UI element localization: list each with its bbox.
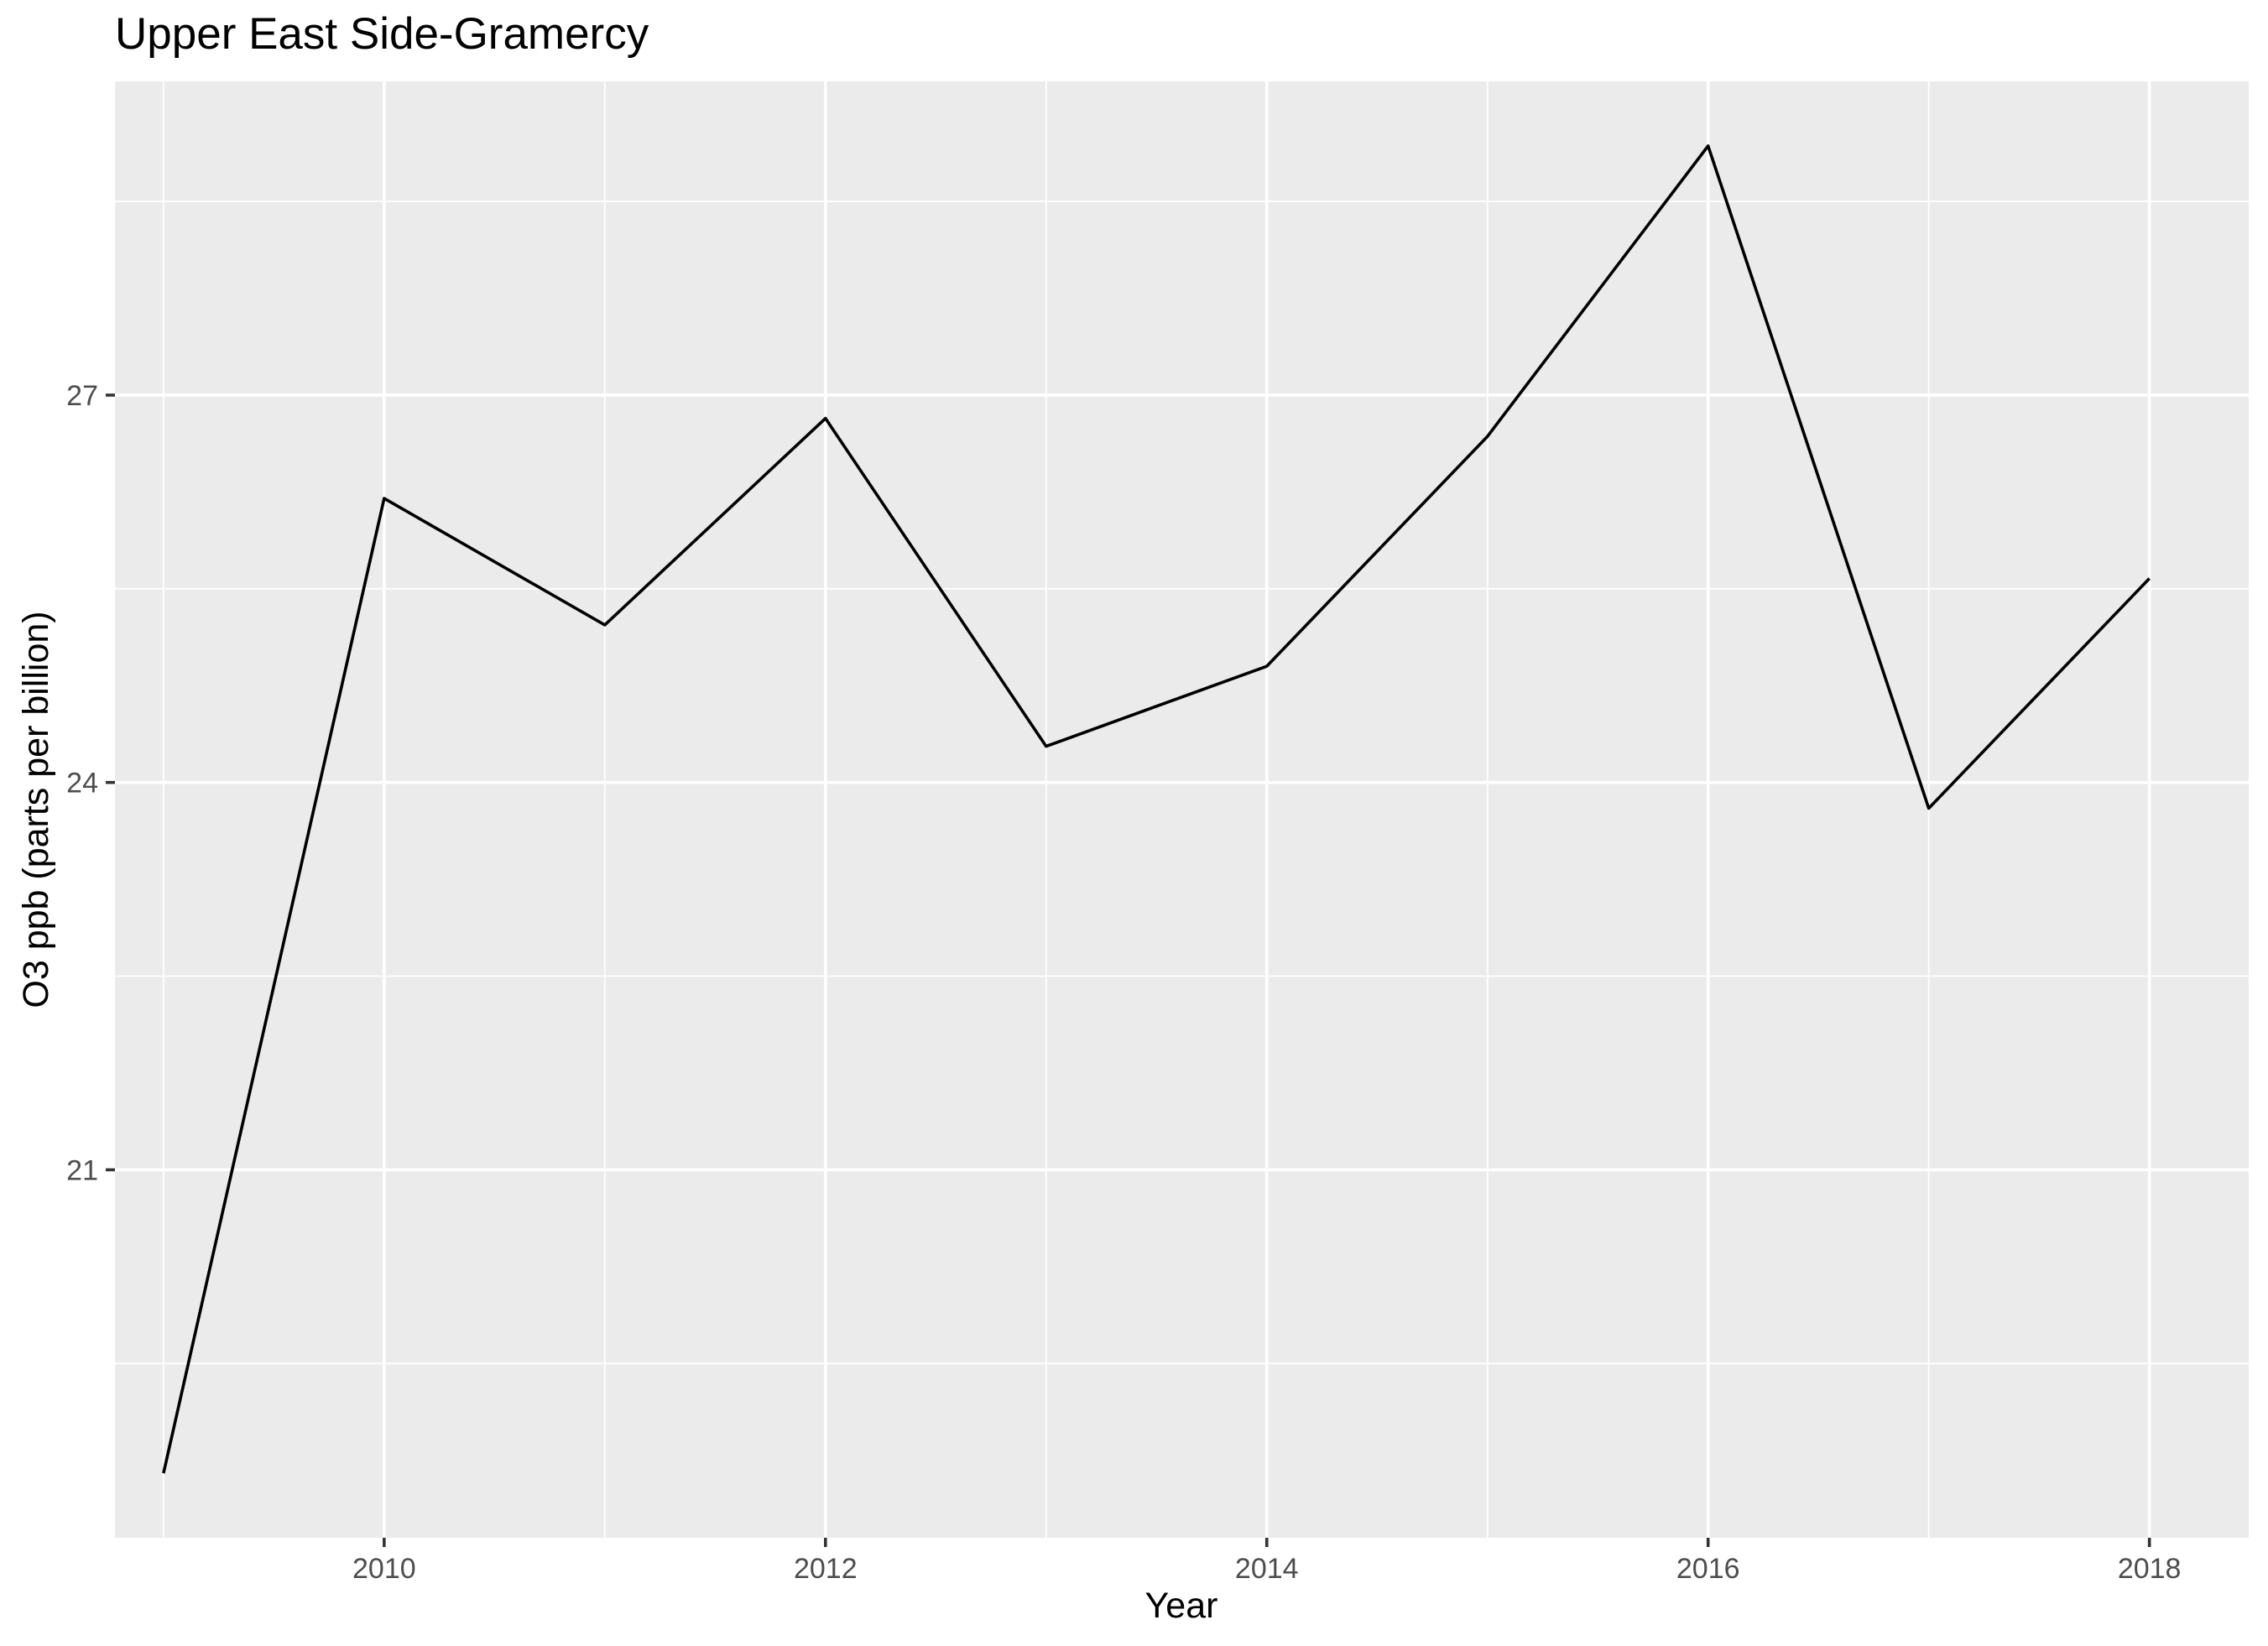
x-tick-label-2: 2014	[1235, 1553, 1299, 1585]
major-gridlines	[115, 81, 2249, 1538]
plot-panel	[115, 81, 2249, 1538]
y-axis: 21 24 27	[66, 380, 115, 1186]
x-tick-label-0: 2010	[352, 1553, 416, 1585]
x-axis-title: Year	[1145, 1586, 1218, 1626]
minor-gridlines	[115, 81, 2249, 1538]
y-axis-title: O3 ppb (parts per billion)	[16, 611, 56, 1008]
x-tick-label-4: 2018	[2118, 1553, 2182, 1585]
series-line-0	[162, 144, 2151, 1474]
series-layer	[162, 144, 2151, 1474]
y-tick-label-1: 24	[66, 768, 98, 800]
x-tick-label-3: 2016	[1676, 1553, 1740, 1585]
chart-title: Upper East Side-Gramercy	[115, 9, 649, 59]
x-tick-label-1: 2012	[794, 1553, 858, 1585]
y-tick-label-0: 21	[66, 1154, 98, 1186]
x-axis: 2010 2012 2014 2016 2018	[352, 1538, 2181, 1585]
y-tick-label-2: 27	[66, 380, 98, 412]
